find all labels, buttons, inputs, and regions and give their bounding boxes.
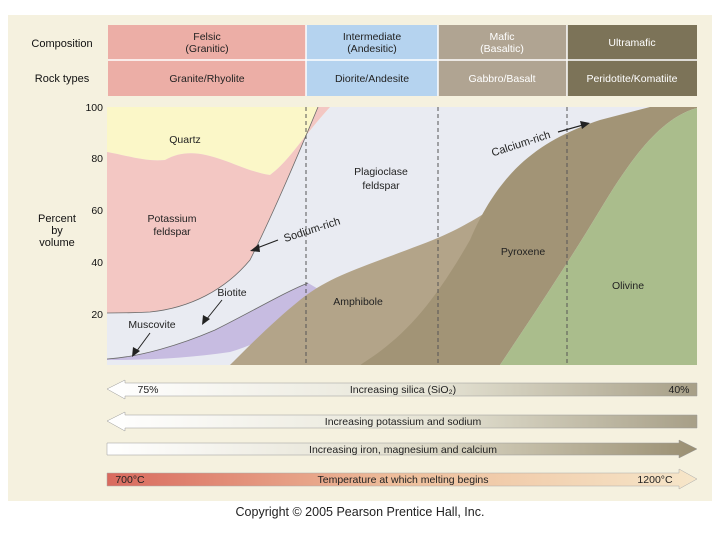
amphibole-label: Amphibole <box>333 296 383 308</box>
potassium-feldspar-label-line2: feldspar <box>153 226 191 238</box>
potassium-feldspar-region <box>107 107 330 313</box>
y-tick-60: 60 <box>91 205 103 217</box>
diorite-andesite-label: Diorite/Andesite <box>335 73 409 85</box>
y-axis: 100 80 60 40 20 Percent by volume <box>38 102 103 321</box>
silica-arrow-label: Increasing silica (SiO₂) <box>350 384 456 396</box>
intermediate-label: Intermediate <box>343 31 402 43</box>
header-band: Composition Rock types Felsic (Granitic)… <box>31 25 697 96</box>
y-tick-40: 40 <box>91 257 103 269</box>
felsic-label: Felsic <box>193 31 220 43</box>
potassium-sodium-arrow: Increasing potassium and sodium <box>106 411 698 432</box>
peridotite-komatiite-label: Peridotite/Komatiite <box>586 73 677 85</box>
melting-arrow-label: Temperature at which melting begins <box>317 474 488 486</box>
quartz-region <box>107 107 330 175</box>
quartz-label: Quartz <box>169 134 201 146</box>
y-axis-title-line2: by <box>51 225 63 237</box>
olivine-region <box>500 108 697 365</box>
melting-arrow-right-value: 1200°C <box>637 474 673 486</box>
amphibole-region <box>230 210 490 365</box>
composition-row-label: Composition <box>31 38 92 50</box>
muscovite-label: Muscovite <box>128 319 175 331</box>
granite-rhyolite-label: Granite/Rhyolite <box>169 73 244 85</box>
melting-temperature-arrow: 700°C Temperature at which melting begin… <box>106 468 698 490</box>
ultramafic-label: Ultramafic <box>608 37 655 49</box>
plagioclase-feldspar-label-line2: feldspar <box>362 180 400 192</box>
mafic-sublabel: (Basaltic) <box>480 43 524 55</box>
biotite-pointer-icon <box>202 299 223 325</box>
y-tick-80: 80 <box>91 153 103 165</box>
pyroxene-region <box>360 107 697 365</box>
y-tick-20: 20 <box>91 309 103 321</box>
silica-arrow: 75% Increasing silica (SiO₂) 40% <box>106 379 698 400</box>
gabbro-basalt-label: Gabbro/Basalt <box>468 73 535 85</box>
copyright-notice: Copyright © 2005 Pearson Prentice Hall, … <box>235 505 485 519</box>
y-axis-title-line1: Percent <box>38 213 76 225</box>
felsic-sublabel: (Granitic) <box>185 43 228 55</box>
melting-arrow-left-value: 700°C <box>115 474 145 486</box>
silica-arrow-left-value: 75% <box>137 384 158 396</box>
pyroxene-label: Pyroxene <box>501 246 546 258</box>
plot-area <box>107 107 697 365</box>
plagioclase-feldspar-label-line1: Plagioclase <box>354 166 408 178</box>
rock-types-row-label: Rock types <box>35 73 90 85</box>
calcium-rich-arrow-icon <box>557 121 590 133</box>
intermediate-sublabel: (Andesitic) <box>347 43 397 55</box>
potassium-feldspar-label-line1: Potassium <box>147 213 196 225</box>
sodium-rich-arrow-icon <box>250 239 279 252</box>
y-axis-title-line3: volume <box>39 237 74 249</box>
muscovite-pointer-icon <box>132 332 151 357</box>
mafic-label: Mafic <box>489 31 514 43</box>
y-tick-100: 100 <box>85 102 103 114</box>
iron-magnesium-calcium-arrow: Increasing iron, magnesium and calcium <box>106 439 698 459</box>
olivine-label: Olivine <box>612 280 644 292</box>
biotite-label: Biotite <box>217 287 246 299</box>
potassium-sodium-arrow-label: Increasing potassium and sodium <box>325 416 482 428</box>
silica-arrow-right-value: 40% <box>668 384 689 396</box>
iron-magnesium-calcium-arrow-label: Increasing iron, magnesium and calcium <box>309 444 497 456</box>
